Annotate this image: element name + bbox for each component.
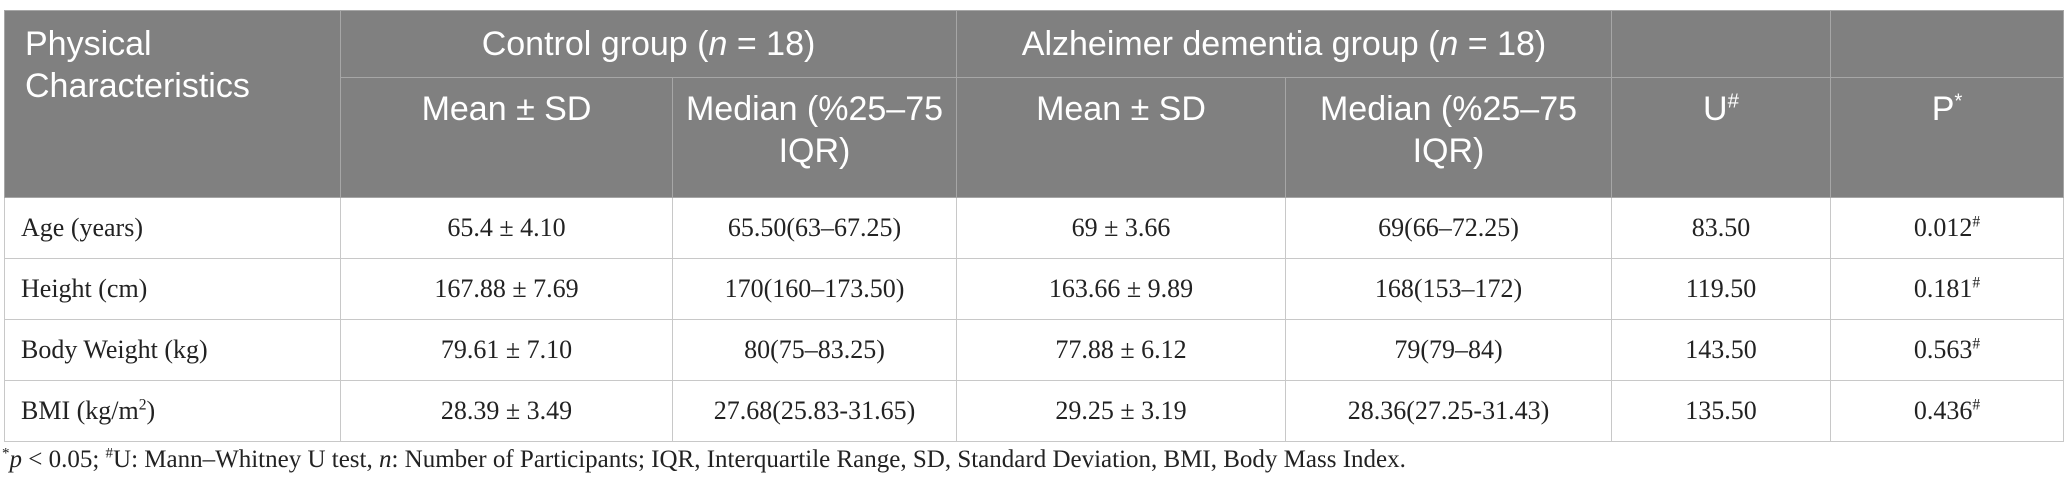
table-cell: 65.50(63–67.25) — [672, 197, 957, 259]
table-cell: 29.25 ± 3.19 — [956, 380, 1286, 442]
table-cell: 69 ± 3.66 — [956, 197, 1286, 259]
table-cell: 80(75–83.25) — [672, 319, 957, 381]
superscript: # — [1727, 90, 1739, 113]
text-segment: ) — [146, 396, 156, 425]
text-segment: U — [1703, 90, 1728, 128]
header-row: Mean ± SD Median (%25–75 IQR) Mean ± SD Med… — [5, 77, 2064, 198]
table-cell: 119.50 — [1611, 258, 1831, 320]
table-cell: 69(66–72.25) — [1285, 197, 1612, 259]
header-cell — [1830, 10, 2064, 78]
column-header: Median (%25–75 IQR) — [672, 77, 957, 198]
superscript: # — [1972, 213, 1981, 231]
text-segment: : Number of Participants; IQR, Interquar… — [391, 446, 1406, 473]
group-header: Alzheimer dementia group (n = 18) — [956, 10, 1612, 78]
footnote: *p < 0.05; #U: Mann–Whitney U test, n: N… — [2, 446, 1406, 474]
table-cell: 65.4 ± 4.10 — [340, 197, 673, 259]
superscript: # — [1972, 274, 1981, 292]
table-cell: 0.563# — [1830, 319, 2064, 381]
text-segment: 0.181 — [1913, 274, 1973, 303]
table-cell: 27.68(25.83-31.65) — [672, 380, 957, 442]
row-label: Age (years) — [4, 197, 341, 259]
table-cell: 167.88 ± 7.69 — [340, 258, 673, 320]
text-segment: < 0.05; — [22, 446, 106, 473]
column-header: U# — [1611, 77, 1831, 198]
text-segment: Control group ( — [481, 25, 709, 63]
text-segment: U: Mann–Whitney U test, — [113, 446, 379, 473]
column-header: Median (%25–75 IQR) — [1285, 77, 1612, 198]
header-row: Physical Characteristics Control group (n… — [4, 10, 2064, 198]
header-cell — [1611, 10, 1831, 78]
italic-text: p — [9, 446, 23, 473]
table-cell: 135.50 — [1611, 380, 1831, 442]
superscript: # — [1972, 396, 1981, 414]
text-segment: 0.563 — [1913, 335, 1973, 364]
table-row: Age (years) 65.4 ± 4.10 65.50(63–67.25) 69 … — [4, 197, 2064, 259]
superscript: # — [1972, 335, 1981, 353]
column-header: Mean ± SD — [956, 77, 1286, 198]
table-cell: 28.36(27.25-31.43) — [1285, 380, 1612, 442]
row-label: Body Weight (kg) — [4, 319, 341, 381]
table-cell: 0.012# — [1830, 197, 2064, 259]
text-segment: 0.436 — [1913, 396, 1973, 425]
table-cell: 163.66 ± 9.89 — [956, 258, 1286, 320]
table-cell: 143.50 — [1611, 319, 1831, 381]
text-segment: Alzheimer dementia group ( — [1021, 25, 1440, 63]
superscript: * — [2, 445, 10, 462]
table-cell: 77.88 ± 6.12 — [956, 319, 1286, 381]
table-cell: 168(153–172) — [1285, 258, 1612, 320]
group-header: Control group (n = 18) — [340, 10, 957, 78]
superscript: 2 — [138, 396, 147, 414]
table-cell: 79(79–84) — [1285, 319, 1612, 381]
column-header: Mean ± SD — [340, 77, 673, 198]
table-row: Height (cm) 167.88 ± 7.69 170(160–173.50) 1… — [4, 258, 2064, 320]
italic-text: n — [708, 25, 728, 63]
table-cell: 0.436# — [1830, 380, 2064, 442]
table-header: Physical Characteristics Control group (n… — [4, 10, 2064, 198]
column-header: P* — [1830, 77, 2064, 198]
table-cell: 28.39 ± 3.49 — [340, 380, 673, 442]
table-cell: 0.181# — [1830, 258, 2064, 320]
data-table: Physical Characteristics Control group (n… — [4, 10, 2064, 442]
superscript: # — [105, 445, 114, 462]
text-segment: P — [1931, 90, 1955, 128]
italic-text: n — [1439, 25, 1459, 63]
header-cell: Physical Characteristics — [4, 10, 341, 198]
row-label: BMI (kg/m2) — [4, 380, 341, 442]
table-body: Age (years) 65.4 ± 4.10 65.50(63–67.25) 69 … — [4, 197, 2064, 442]
italic-text: n — [378, 446, 392, 473]
table-row: Body Weight (kg) 79.61 ± 7.10 80(75–83.25)… — [4, 319, 2064, 381]
row-label: Height (cm) — [4, 258, 341, 320]
text-segment: = 18) — [727, 25, 816, 63]
text-segment: 0.012 — [1913, 213, 1973, 242]
superscript: * — [1954, 90, 1963, 113]
table-cell: 79.61 ± 7.10 — [340, 319, 673, 381]
text-segment: BMI (kg/m — [21, 396, 139, 425]
table-cell: 83.50 — [1611, 197, 1831, 259]
table-row: BMI (kg/m2) 28.39 ± 3.49 27.68(25.83-31.65… — [4, 380, 2064, 442]
table-cell: 170(160–173.50) — [672, 258, 957, 320]
text-segment: = 18) — [1458, 25, 1547, 63]
